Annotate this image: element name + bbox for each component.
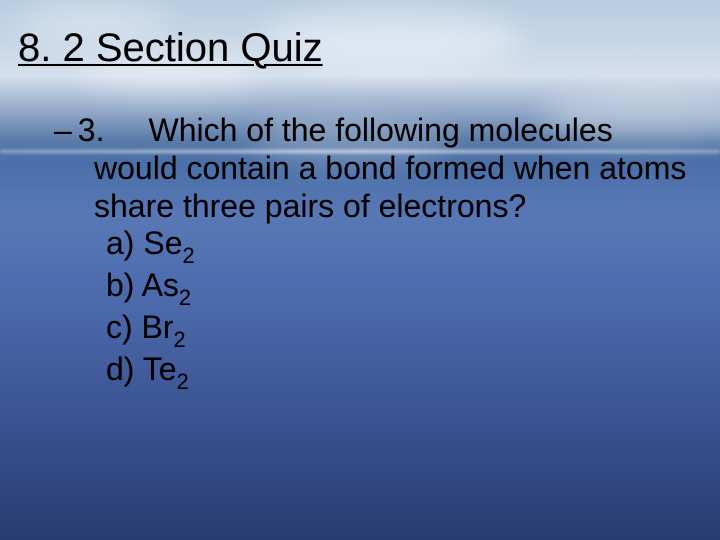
option-letter: d) [106,351,134,389]
option-letter: c) [106,309,133,347]
question-text-line1: Which of the following molecules [148,112,700,150]
question-body: – 3. Which of the following molecules wo… [74,112,700,394]
option-subscript: 2 [182,243,194,268]
option-c: c) Br2 [106,309,700,351]
option-symbol: As [142,267,179,303]
option-letter: b) [106,267,134,305]
option-subscript: 2 [177,369,189,394]
option-letter: a) [106,225,134,263]
question-number: 3. [78,112,105,150]
option-subscript: 2 [179,285,191,310]
option-subscript: 2 [174,327,186,352]
option-a: a) Se2 [106,225,700,267]
title-text: 8. 2 Section Quiz [18,26,323,70]
option-symbol: Se [143,225,182,261]
slide-title: 8. 2 Section Quiz [18,26,323,71]
option-d: d) Te2 [106,351,700,393]
question-text-rest: would contain a bond formed when atoms s… [94,150,700,226]
option-symbol: Te [143,351,177,387]
option-symbol: Br [142,309,174,345]
options-list: a) Se2 b) As2 c) Br2 d) Te2 [106,225,700,393]
question-first-line: – 3. Which of the following molecules [74,112,700,150]
slide: 8. 2 Section Quiz – 3. Which of the foll… [0,0,720,540]
bullet-dash: – [54,112,72,150]
option-b: b) As2 [106,267,700,309]
